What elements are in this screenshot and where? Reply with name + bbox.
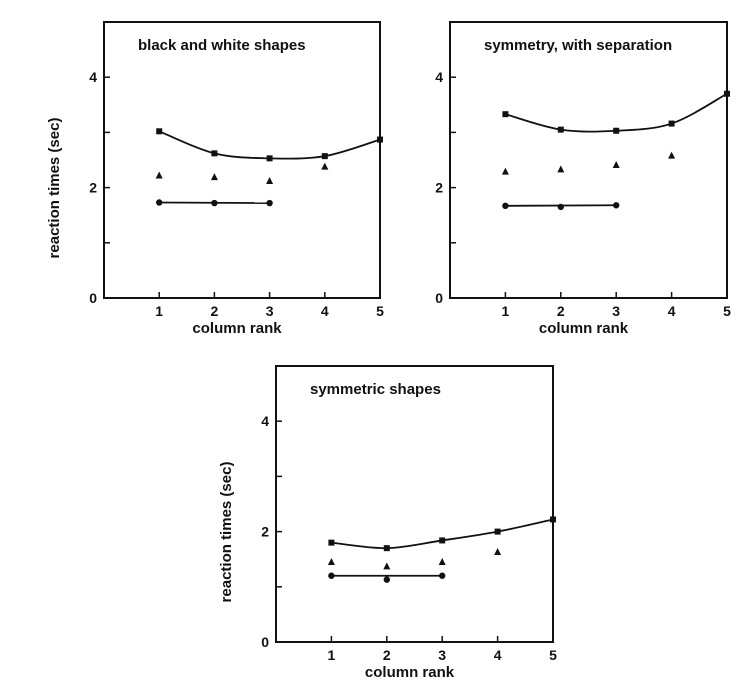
x-axis-label: column rank (365, 664, 455, 681)
y-tick-label: 0 (89, 290, 97, 306)
x-tick-label: 5 (549, 647, 557, 663)
circle-marker (439, 572, 446, 579)
square-marker (328, 539, 335, 546)
y-tick-label: 2 (261, 524, 269, 540)
triangle-marker (501, 167, 509, 175)
triangle-marker (557, 165, 565, 173)
triangle-marker (438, 557, 446, 565)
x-axis-label: column rank (192, 320, 282, 337)
square-marker (724, 90, 730, 97)
circle-marker (383, 576, 390, 583)
series-curve (158, 130, 381, 160)
square-marker (266, 155, 273, 162)
square-marker (550, 516, 556, 523)
x-tick-label: 1 (328, 647, 336, 663)
square-marker (211, 150, 218, 157)
x-tick-label: 4 (494, 647, 502, 663)
x-tick-label: 4 (668, 303, 676, 319)
square-marker (668, 120, 675, 127)
square-marker (383, 545, 390, 552)
chart-title: black and white shapes (138, 37, 306, 54)
triangle-marker (494, 548, 502, 556)
triangle-marker (266, 176, 274, 184)
x-tick-label: 5 (723, 303, 731, 319)
x-tick-label: 1 (155, 303, 163, 319)
x-tick-label: 2 (211, 303, 219, 319)
y-tick-label: 4 (435, 69, 443, 85)
chart-panel-2: 0 2 4 1 2 3 4 5 symmetry, with separation column … (435, 21, 731, 337)
x-tick-label: 3 (266, 303, 274, 319)
square-marker (557, 126, 564, 133)
square-marker (613, 127, 620, 134)
plot-frame (275, 365, 554, 643)
triangle-marker (612, 160, 620, 168)
y-tick-label: 2 (435, 180, 443, 196)
square-marker (439, 537, 446, 544)
x-tick-label: 3 (438, 647, 446, 663)
y-tick-label: 0 (435, 290, 443, 306)
series-curve (505, 92, 728, 133)
circle-marker (266, 199, 273, 207)
circle-marker (557, 203, 564, 211)
circle-marker (156, 199, 163, 206)
plot-frame (103, 21, 381, 299)
triangle-marker (668, 151, 676, 159)
square-marker (377, 136, 383, 143)
series-curve (331, 518, 554, 550)
x-tick-label: 1 (502, 303, 510, 319)
chart-panel-3: 0 2 4 1 2 3 4 5 symmetric shapes column rank react… (218, 365, 557, 681)
x-tick-label: 4 (321, 303, 329, 319)
chart-title: symmetry, with separation (484, 37, 672, 54)
y-tick-label: 4 (261, 413, 269, 429)
circle-marker (502, 202, 509, 210)
y-axis-label: reaction times (sec) (46, 118, 63, 259)
square-marker (321, 153, 328, 160)
triangle-marker (210, 173, 218, 181)
x-tick-label: 2 (557, 303, 565, 319)
circle-marker (328, 572, 335, 579)
y-tick-label: 4 (89, 69, 97, 85)
triangle-marker (155, 171, 163, 179)
x-tick-label: 5 (376, 303, 384, 319)
plot-frame (449, 21, 728, 299)
y-tick-label: 0 (261, 634, 269, 650)
x-tick-label: 3 (612, 303, 620, 319)
circle-marker (211, 199, 218, 207)
square-marker (494, 528, 501, 535)
chart-title: symmetric shapes (310, 381, 441, 398)
y-tick-label: 2 (89, 180, 97, 196)
square-marker (156, 128, 163, 135)
chart-panel-1: 0 2 4 1 2 3 4 5 black and white shapes column ran… (46, 21, 384, 337)
square-marker (502, 111, 509, 118)
x-axis-label: column rank (539, 320, 629, 337)
y-axis-label: reaction times (sec) (218, 462, 235, 603)
triangle-marker (383, 562, 391, 570)
x-tick-label: 2 (383, 647, 391, 663)
circle-marker (613, 202, 620, 209)
triangle-marker (321, 162, 329, 170)
triangle-marker (327, 557, 335, 565)
